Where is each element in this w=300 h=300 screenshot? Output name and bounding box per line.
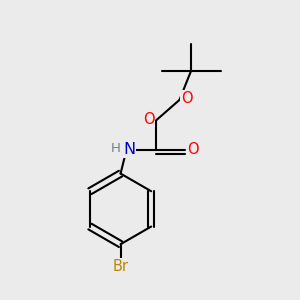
- Text: O: O: [143, 112, 154, 127]
- Text: O: O: [187, 142, 199, 158]
- Text: O: O: [181, 91, 193, 106]
- Text: N: N: [123, 142, 136, 158]
- Text: Br: Br: [112, 259, 129, 274]
- Text: H: H: [111, 142, 121, 155]
